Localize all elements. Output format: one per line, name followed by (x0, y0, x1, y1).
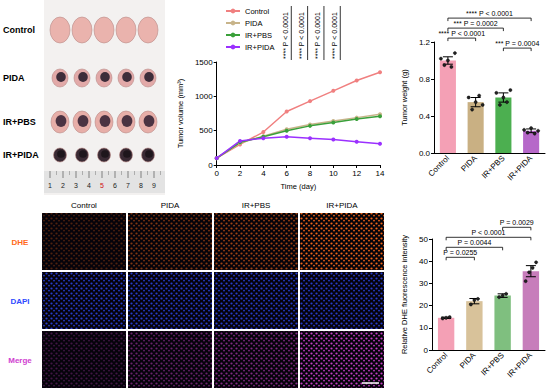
svg-text:Control: Control (71, 201, 97, 210)
svg-text:*** P = 0.0002: *** P = 0.0002 (454, 20, 498, 27)
svg-text:0: 0 (208, 161, 213, 170)
svg-text:PIDA: PIDA (458, 350, 478, 370)
svg-text:30: 30 (419, 279, 428, 288)
svg-text:PIDA: PIDA (245, 19, 263, 28)
svg-text:PIDA: PIDA (3, 73, 25, 83)
svg-text:PIDA: PIDA (161, 201, 180, 210)
svg-text:0: 0 (424, 346, 429, 355)
svg-text:2: 2 (238, 169, 243, 178)
svg-text:**** P < 0.0001: **** P < 0.0001 (438, 30, 485, 37)
svg-text:**** P < 0.0001: **** P < 0.0001 (282, 12, 289, 59)
svg-text:8: 8 (139, 182, 143, 189)
svg-text:500: 500 (199, 126, 213, 135)
svg-text:10: 10 (329, 169, 338, 178)
svg-text:PIDA: PIDA (459, 153, 479, 173)
svg-text:IR+PIDA: IR+PIDA (506, 350, 535, 379)
svg-text:IR+PIDA: IR+PIDA (245, 43, 274, 52)
svg-text:IR+PBS: IR+PBS (242, 201, 271, 210)
svg-text:5: 5 (100, 182, 104, 189)
svg-text:IR+PBS: IR+PBS (480, 154, 507, 181)
svg-text:**** P < 0.0001: **** P < 0.0001 (466, 10, 513, 17)
svg-text:IR+PBS: IR+PBS (3, 117, 36, 127)
svg-text:0.0: 0.0 (419, 149, 431, 158)
svg-text:6: 6 (284, 169, 289, 178)
svg-text:1000: 1000 (195, 92, 213, 101)
svg-text:40: 40 (419, 257, 428, 266)
svg-text:P = 0.0255: P = 0.0255 (443, 249, 477, 256)
svg-text:DHE: DHE (12, 238, 30, 247)
svg-text:0: 0 (214, 169, 219, 178)
svg-text:4: 4 (87, 182, 91, 189)
svg-text:10: 10 (419, 323, 428, 332)
svg-text:2: 2 (61, 182, 65, 189)
svg-text:IR+PIDA: IR+PIDA (326, 201, 358, 210)
svg-text:50: 50 (419, 235, 428, 244)
svg-text:1.2: 1.2 (419, 38, 431, 47)
svg-text:14: 14 (376, 169, 385, 178)
svg-text:Control: Control (427, 154, 452, 179)
svg-text:IR+PBS: IR+PBS (245, 31, 272, 40)
svg-text:**** P < 0.0001: **** P < 0.0001 (298, 12, 305, 59)
svg-text:*** P = 0.0004: *** P = 0.0004 (495, 40, 539, 47)
svg-text:0.8: 0.8 (419, 75, 431, 84)
svg-text:0.4: 0.4 (419, 112, 431, 121)
svg-text:Merge: Merge (8, 356, 32, 365)
svg-text:**** P < 0.0001: **** P < 0.0001 (314, 12, 321, 59)
svg-text:Control: Control (425, 351, 450, 376)
svg-text:7: 7 (126, 182, 130, 189)
svg-text:1500: 1500 (195, 58, 213, 67)
svg-text:20: 20 (419, 301, 428, 310)
svg-text:IR+PIDA: IR+PIDA (3, 150, 39, 160)
svg-text:6: 6 (113, 182, 117, 189)
svg-text:Tumor weight (g): Tumor weight (g) (400, 69, 409, 126)
svg-text:4: 4 (261, 169, 266, 178)
svg-text:1: 1 (48, 182, 52, 189)
svg-text:IR+PBS: IR+PBS (479, 351, 506, 378)
svg-text:3: 3 (74, 182, 78, 189)
svg-text:P = 0.0029: P = 0.0029 (500, 219, 534, 226)
svg-text:Tumor volume (mm³): Tumor volume (mm³) (176, 78, 185, 148)
svg-text:**** P < 0.0001: **** P < 0.0001 (331, 12, 338, 59)
svg-text:P = 0.0044: P = 0.0044 (457, 239, 491, 246)
svg-text:8: 8 (308, 169, 313, 178)
svg-text:9: 9 (152, 182, 156, 189)
svg-text:Time (day): Time (day) (281, 182, 317, 191)
svg-text:12: 12 (352, 169, 361, 178)
svg-text:IR+PIDA: IR+PIDA (506, 153, 535, 182)
svg-text:Control: Control (245, 7, 270, 16)
svg-text:DAPI: DAPI (10, 297, 29, 306)
svg-text:P < 0.0001: P < 0.0001 (472, 229, 506, 236)
svg-text:Relative DHE fluorescence inte: Relative DHE fluorescence intensity (400, 235, 409, 354)
svg-text:Control: Control (3, 25, 35, 35)
